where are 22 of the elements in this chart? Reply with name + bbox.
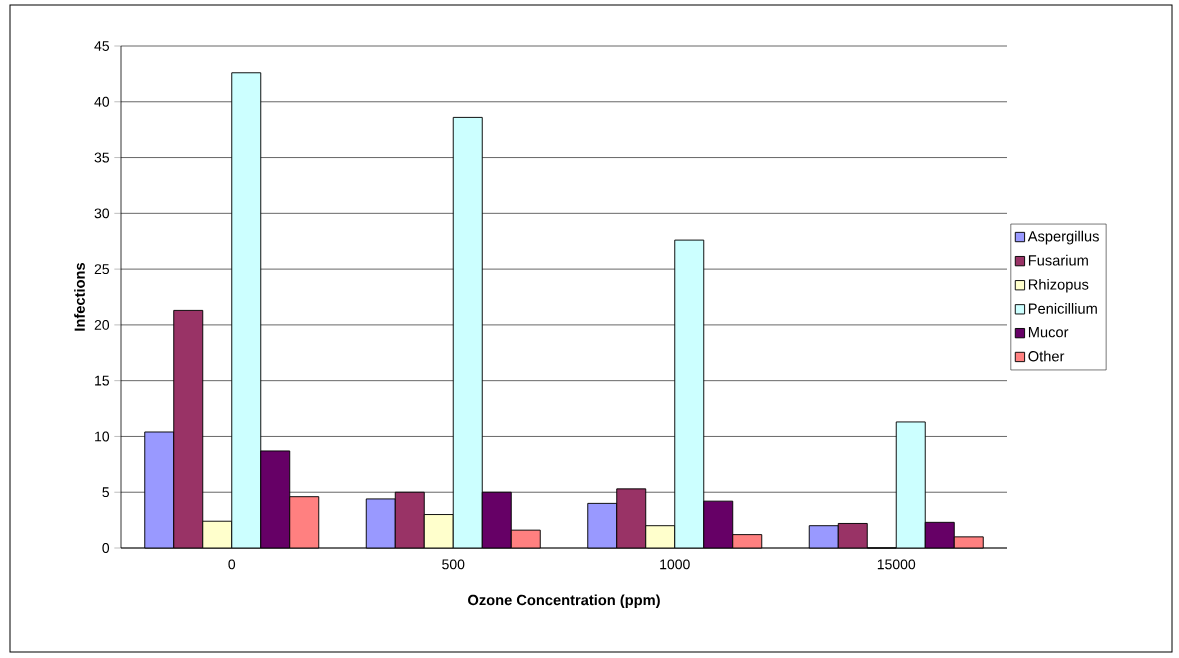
y-tick-label: 40 bbox=[94, 96, 110, 107]
y-tick-label: 10 bbox=[95, 431, 110, 442]
x-axis-title: Ozone Concentration (ppm) bbox=[468, 594, 660, 609]
legend-label: Rhizopus bbox=[1028, 278, 1089, 293]
x-tick-label: 1000 bbox=[660, 559, 690, 570]
y-tick-label: 0 bbox=[102, 543, 110, 553]
x-tick-label: 15000 bbox=[877, 559, 916, 570]
y-tick-label: 25 bbox=[94, 264, 110, 275]
legend-label: Mucor bbox=[1028, 327, 1069, 338]
x-tick-label: 0 bbox=[228, 559, 236, 570]
y-axis-title: Infections bbox=[74, 262, 85, 331]
y-tick-label: 35 bbox=[94, 152, 110, 163]
legend-label: Fusarium bbox=[1028, 254, 1088, 266]
legend-label: Other bbox=[1028, 350, 1065, 362]
y-tick-label: 15 bbox=[95, 375, 110, 386]
y-tick-label: 5 bbox=[102, 487, 110, 498]
y-tick-label: 45 bbox=[94, 41, 110, 51]
legend-label: Aspergillus bbox=[1027, 230, 1099, 245]
legend-label: Penicillium bbox=[1028, 303, 1097, 314]
y-tick-label: 20 bbox=[94, 319, 110, 330]
x-tick-label: 500 bbox=[442, 559, 465, 570]
y-tick-label: 30 bbox=[94, 208, 110, 219]
